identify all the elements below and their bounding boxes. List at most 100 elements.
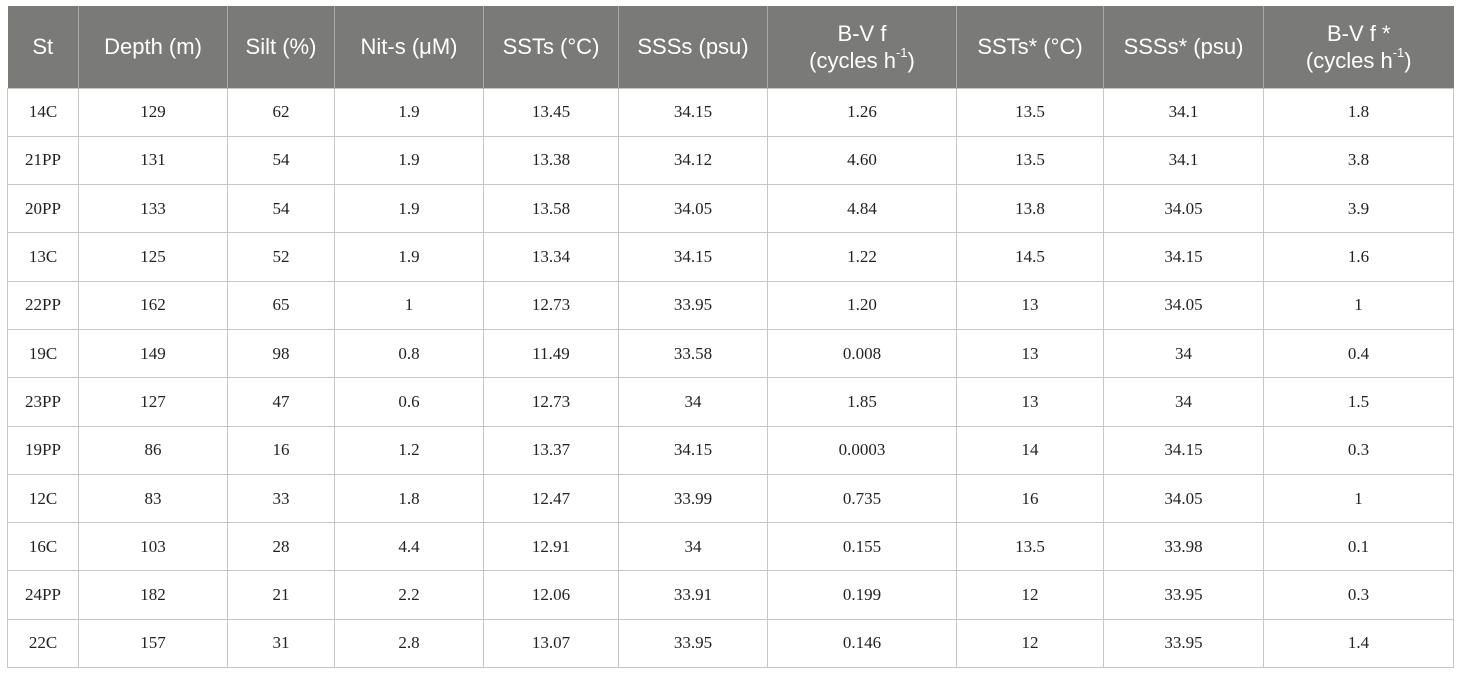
cell-ssts: 12.06 — [483, 570, 619, 620]
cell-bv-f-star: 1.6 — [1263, 232, 1454, 282]
cell-nit-s: 0.8 — [334, 328, 484, 379]
cell-bv-f: 0.0003 — [767, 425, 957, 475]
cell-ssss-star: 33.98 — [1103, 522, 1264, 572]
cell-depth: 129 — [78, 87, 228, 137]
cell-ssss-star: 34.05 — [1103, 184, 1264, 234]
cell-nit-s: 1 — [334, 280, 484, 330]
cell-bv-f-star: 3.8 — [1263, 135, 1454, 186]
column-header-ssts-star: SSTs* (°C) — [956, 6, 1104, 88]
cell-nit-s: 1.9 — [334, 232, 484, 282]
cell-ssts: 13.07 — [483, 618, 619, 669]
cell-ssss: 34.15 — [618, 87, 768, 137]
column-header-silt: Silt (%) — [227, 6, 335, 88]
cell-bv-f: 0.146 — [767, 618, 957, 669]
cell-bv-f: 4.84 — [767, 184, 957, 234]
cell-ssss-star: 34.05 — [1103, 473, 1264, 524]
cell-st: 23PP — [7, 377, 79, 427]
cell-ssts-star: 14.5 — [956, 232, 1104, 282]
cell-depth: 103 — [78, 522, 228, 572]
cell-depth: 131 — [78, 135, 228, 186]
cell-st: 20PP — [7, 184, 79, 234]
cell-ssss: 33.99 — [618, 473, 768, 524]
cell-ssts-star: 13 — [956, 280, 1104, 330]
cell-ssts: 13.45 — [483, 87, 619, 137]
cell-nit-s: 0.6 — [334, 377, 484, 427]
cell-ssss-star: 34.1 — [1103, 135, 1264, 186]
cell-bv-f-star: 0.4 — [1263, 328, 1454, 379]
cell-depth: 127 — [78, 377, 228, 427]
table-row: 13C 125 52 1.9 13.34 34.15 1.22 14.5 34.15 1.6 — [7, 232, 1454, 282]
cell-ssts-star: 16 — [956, 473, 1104, 524]
cell-bv-f: 4.60 — [767, 135, 957, 186]
column-header-ssss-star: SSSs* (psu) — [1103, 6, 1264, 88]
cell-ssss: 34.15 — [618, 232, 768, 282]
cell-depth: 182 — [78, 570, 228, 620]
cell-bv-f-star: 0.3 — [1263, 425, 1454, 475]
cell-ssts-star: 13.8 — [956, 184, 1104, 234]
cell-ssts: 12.47 — [483, 473, 619, 524]
cell-ssss: 33.95 — [618, 618, 768, 669]
cell-depth: 83 — [78, 473, 228, 524]
cell-bv-f: 0.735 — [767, 473, 957, 524]
table-row: 21PP 131 54 1.9 13.38 34.12 4.60 13.5 34.1 3.8 — [7, 135, 1454, 186]
table-row: 19C 149 98 0.8 11.49 33.58 0.008 13 34 0.4 — [7, 328, 1454, 379]
column-header-ssts: SSTs (°C) — [483, 6, 619, 88]
cell-ssss-star: 34 — [1103, 377, 1264, 427]
table-row: 22C 157 31 2.8 13.07 33.95 0.146 12 33.95 1.4 — [7, 618, 1454, 669]
cell-st: 14C — [7, 87, 79, 137]
table-row: 24PP 182 21 2.2 12.06 33.91 0.199 12 33.95 0.3 — [7, 570, 1454, 620]
cell-nit-s: 1.9 — [334, 184, 484, 234]
cell-ssts: 13.37 — [483, 425, 619, 475]
cell-st: 22C — [7, 618, 79, 669]
cell-bv-f-star: 1 — [1263, 473, 1454, 524]
cell-ssss: 34.05 — [618, 184, 768, 234]
cell-nit-s: 2.8 — [334, 618, 484, 669]
cell-st: 21PP — [7, 135, 79, 186]
table-row: 20PP 133 54 1.9 13.58 34.05 4.84 13.8 34.05 3.9 — [7, 184, 1454, 234]
column-header-bv-f-star: B-V f * (cycles h-1) — [1263, 6, 1454, 88]
cell-st: 12C — [7, 473, 79, 524]
cell-nit-s: 4.4 — [334, 522, 484, 572]
cell-bv-f: 0.008 — [767, 328, 957, 379]
column-header-bv-f: B-V f (cycles h-1) — [767, 6, 957, 88]
cell-st: 19C — [7, 328, 79, 379]
cell-silt: 28 — [227, 522, 335, 572]
cell-silt: 65 — [227, 280, 335, 330]
cell-bv-f-star: 1.5 — [1263, 377, 1454, 427]
cell-bv-f: 0.155 — [767, 522, 957, 572]
cell-ssts-star: 13.5 — [956, 522, 1104, 572]
cell-ssss-star: 33.95 — [1103, 618, 1264, 669]
cell-ssss-star: 34.15 — [1103, 425, 1264, 475]
column-header-st: St — [32, 34, 54, 60]
cell-bv-f: 1.22 — [767, 232, 957, 282]
cell-ssss: 33.91 — [618, 570, 768, 620]
cell-ssts: 12.91 — [483, 522, 619, 572]
cell-silt: 47 — [227, 377, 335, 427]
cell-ssss: 34.12 — [618, 135, 768, 186]
cell-silt: 62 — [227, 87, 335, 137]
cell-ssts: 13.38 — [483, 135, 619, 186]
cell-depth: 133 — [78, 184, 228, 234]
cell-ssss: 33.58 — [618, 328, 768, 379]
column-header-ssss: SSSs (psu) — [618, 6, 768, 88]
table-row: 14C 129 62 1.9 13.45 34.15 1.26 13.5 34.1 1.8 — [7, 87, 1454, 137]
data-table: St Depth (m) Silt (%) Nit-s (μM) SSTs (°… — [7, 6, 1454, 669]
cell-depth: 86 — [78, 425, 228, 475]
header-row: St Depth (m) Silt (%) Nit-s (μM) SSTs (°… — [7, 6, 1454, 88]
cell-silt: 33 — [227, 473, 335, 524]
cell-silt: 16 — [227, 425, 335, 475]
cell-ssss-star: 34.15 — [1103, 232, 1264, 282]
cell-ssss-star: 34.1 — [1103, 87, 1264, 137]
cell-ssss-star: 33.95 — [1103, 570, 1264, 620]
cell-ssts-star: 13 — [956, 377, 1104, 427]
column-header-depth: Depth (m) — [78, 6, 228, 88]
cell-ssts-star: 13 — [956, 328, 1104, 379]
cell-bv-f: 0.199 — [767, 570, 957, 620]
table-row: 22PP 162 65 1 12.73 33.95 1.20 13 34.05 1 — [7, 280, 1454, 330]
table-body: 14C 129 62 1.9 13.45 34.15 1.26 13.5 34.1 1.8 21PP… — [7, 87, 1454, 669]
cell-st: 16C — [7, 522, 79, 572]
cell-ssss: 34 — [618, 522, 768, 572]
cell-bv-f-star: 1.8 — [1263, 87, 1454, 137]
cell-bv-f: 1.20 — [767, 280, 957, 330]
cell-silt: 98 — [227, 328, 335, 379]
